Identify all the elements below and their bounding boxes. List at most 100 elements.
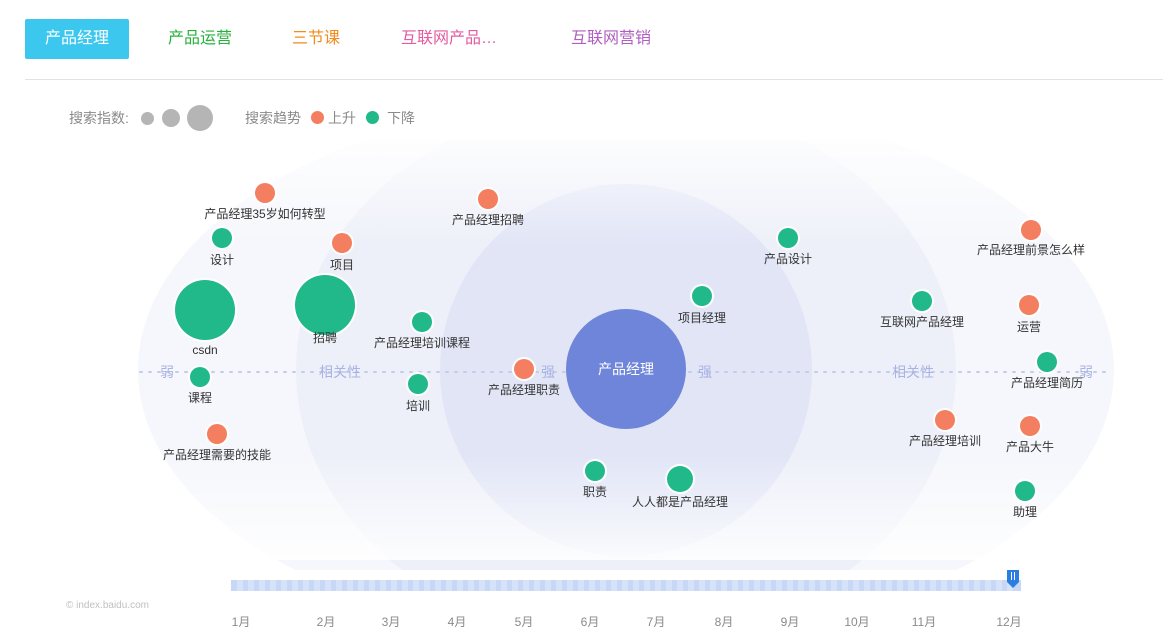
timeline-track-segment (248, 580, 254, 591)
keyword-node[interactable]: 职责 (583, 459, 607, 499)
timeline-month-label[interactable]: 11月 (912, 615, 936, 629)
timeline-month-label[interactable]: 7月 (647, 615, 666, 629)
size-large-icon (187, 105, 213, 131)
axis-label-weak: 弱 (160, 364, 174, 380)
keyword-node[interactable]: 产品经理简历 (1011, 350, 1083, 390)
timeline-track-segment (809, 580, 815, 591)
trend-up-label: 上升 (328, 110, 356, 126)
timeline-track[interactable] (231, 580, 1021, 591)
keyword-node[interactable]: csdn (173, 278, 237, 357)
keyword-node-circle[interactable] (778, 228, 798, 248)
timeline-track-segment (611, 580, 617, 591)
tab-product-operation[interactable]: 产品运营 (168, 30, 233, 47)
timeline-month-label[interactable]: 9月 (781, 615, 800, 629)
keyword-node-circle[interactable] (212, 228, 232, 248)
timeline-track-segment (435, 580, 441, 591)
trend-down-label: 下降 (387, 110, 415, 126)
keyword-node[interactable]: 产品大牛 (1006, 414, 1054, 454)
timeline-month-label[interactable]: 1月 (232, 615, 251, 629)
timeline-track-segment (501, 580, 507, 591)
keyword-node[interactable]: 项目经理 (678, 284, 726, 325)
keyword-node-circle[interactable] (190, 367, 210, 387)
timeline-month-label[interactable]: 2月 (317, 615, 336, 629)
slider-handle-shape[interactable] (1007, 566, 1019, 588)
keyword-node-circle[interactable] (207, 424, 227, 444)
keyword-node-circle[interactable] (514, 359, 534, 379)
keyword-node-circle[interactable] (935, 410, 955, 430)
keyword-node-label: 互联网产品经理 (880, 315, 964, 329)
timeline-month-label[interactable]: 5月 (515, 615, 534, 629)
keyword-node-circle[interactable] (175, 280, 235, 340)
timeline-track-segment (996, 580, 1002, 591)
timeline-track-segment (446, 580, 452, 591)
keyword-node[interactable]: 课程 (188, 365, 212, 405)
timeline-track-segment (886, 580, 892, 591)
keyword-node[interactable]: 运营 (1017, 293, 1041, 334)
timeline-track-segment (699, 580, 705, 591)
keyword-node[interactable]: 产品经理培训课程 (374, 310, 470, 350)
keyword-node-circle[interactable] (692, 286, 712, 306)
keyword-node-circle[interactable] (1015, 481, 1035, 501)
timeline-track-segment (336, 580, 342, 591)
tab-internet-product[interactable]: 互联网产品… (401, 30, 498, 47)
center-node-label: 产品经理 (598, 361, 654, 377)
keyword-node[interactable]: 项目 (330, 231, 354, 272)
timeline-track-segment (666, 580, 672, 591)
keyword-node-circle[interactable] (408, 374, 428, 394)
keyword-node-circle[interactable] (255, 183, 275, 203)
keyword-node[interactable]: 产品经理招聘 (452, 187, 524, 227)
keyword-node-circle[interactable] (667, 466, 693, 492)
tab-bar: 产品经理 产品运营 三节课 互联网产品… 互联网营销 (0, 0, 1163, 80)
keyword-node[interactable]: 产品经理需要的技能 (163, 422, 271, 462)
tab-sanjieke[interactable]: 三节课 (292, 30, 341, 47)
tab-product-manager[interactable]: 产品经理 (25, 19, 129, 59)
timeline-track-segment (919, 580, 925, 591)
timeline-track-segment (512, 580, 518, 591)
keyword-node-label: 产品经理培训课程 (374, 335, 470, 350)
timeline-slider[interactable]: 1月 2月 3月 4月 5月 6月 7月 8月 9月 10月 11月 12月 (0, 566, 1163, 632)
keyword-node[interactable]: 产品经理前景怎么样 (977, 218, 1085, 257)
keyword-node[interactable]: 培训 (406, 372, 430, 413)
keyword-node-circle[interactable] (478, 189, 498, 209)
keyword-node-circle[interactable] (912, 291, 932, 311)
timeline-track-segment (567, 580, 573, 591)
timeline-month-label[interactable]: 6月 (581, 615, 600, 629)
keyword-node-circle[interactable] (295, 275, 355, 335)
timeline-track-segment (765, 580, 771, 591)
keyword-node[interactable]: 助理 (1013, 479, 1037, 519)
timeline-month-label[interactable]: 8月 (715, 615, 734, 629)
keyword-node-circle[interactable] (1037, 352, 1057, 372)
keyword-node-label: 课程 (188, 390, 212, 405)
keyword-node[interactable]: 互联网产品经理 (880, 289, 964, 329)
keyword-node[interactable]: 人人都是产品经理 (632, 464, 728, 509)
keyword-node[interactable]: 产品经理职责 (488, 357, 560, 397)
keyword-node[interactable]: 产品设计 (764, 226, 812, 266)
timeline-track-segment (314, 580, 320, 591)
timeline-month-label[interactable]: 4月 (448, 615, 467, 629)
timeline-track-segment (754, 580, 760, 591)
timeline-month-label[interactable]: 10月 (844, 615, 869, 629)
timeline-track-segment (490, 580, 496, 591)
keyword-node[interactable]: 招聘 (293, 273, 357, 345)
keyword-node[interactable]: 设计 (210, 226, 234, 267)
timeline-month-label[interactable]: 12月 (996, 615, 1021, 629)
timeline-track-segment (633, 580, 639, 591)
slider-handle-icon[interactable] (1007, 566, 1019, 588)
tab-internet-marketing[interactable]: 互联网营销 (571, 30, 652, 47)
keyword-node[interactable]: 产品经理培训 (909, 408, 981, 448)
keyword-node-circle[interactable] (332, 233, 352, 253)
keyword-node-label: csdn (192, 343, 217, 357)
keyword-node-circle[interactable] (412, 312, 432, 332)
keyword-node-circle[interactable] (1020, 416, 1040, 436)
timeline-track-segment (523, 580, 529, 591)
keyword-node-label: 产品经理招聘 (452, 213, 524, 227)
center-node-circle[interactable] (566, 309, 686, 429)
keyword-node-circle[interactable] (585, 461, 605, 481)
center-node[interactable]: 产品经理 (566, 309, 686, 429)
keyword-node-circle[interactable] (1021, 220, 1041, 240)
keyword-node[interactable]: 产品经理35岁如何转型 (204, 181, 326, 221)
keyword-node-circle[interactable] (1019, 295, 1039, 315)
timeline-track-segment (347, 580, 353, 591)
timeline-month-label[interactable]: 3月 (382, 615, 401, 629)
